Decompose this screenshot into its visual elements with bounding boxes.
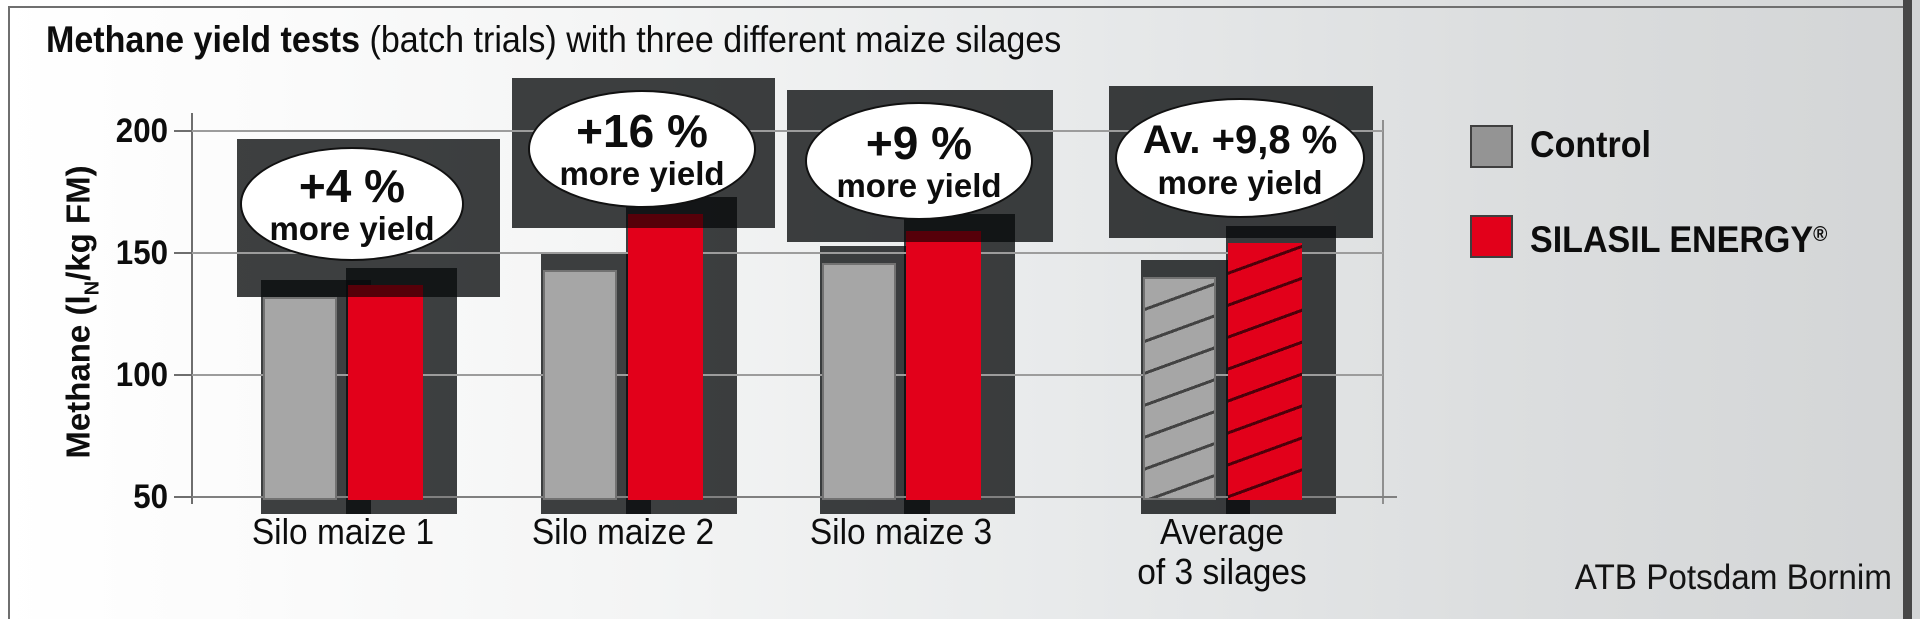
bar-silasil-silo2-shade xyxy=(628,214,703,228)
legend-label-silasil-text: SILASIL ENERGY xyxy=(1530,219,1814,260)
bar-silasil-silo3 xyxy=(906,231,981,500)
tick-200 xyxy=(174,130,192,132)
tick-150 xyxy=(174,252,192,254)
bar-silasil-silo1 xyxy=(348,285,423,500)
gridline-100 xyxy=(192,374,1383,376)
callout-text-silo1: more yield xyxy=(269,210,435,247)
chart-title: Methane yield tests (batch trials) with … xyxy=(46,18,1061,62)
callout-text-silo3: more yield xyxy=(836,167,1002,204)
legend-label-control: Control xyxy=(1530,124,1652,165)
category-label-average-line2: of 3 silages xyxy=(1137,551,1307,592)
legend-swatch-silasil xyxy=(1470,215,1513,258)
bar-silasil-average xyxy=(1228,243,1302,500)
tick-50 xyxy=(174,496,192,498)
credit-text: ATB Potsdam Bornim xyxy=(1574,558,1892,597)
chart-title-rest: (batch trials) with three different maiz… xyxy=(360,19,1062,60)
callout-text-average: more yield xyxy=(1157,164,1323,201)
tick-label-200: 200 xyxy=(115,112,168,150)
plot-right-border xyxy=(1382,120,1384,504)
tick-100 xyxy=(174,374,192,376)
frame-left-border xyxy=(8,6,10,619)
callout-percent-silo1: +4 % xyxy=(298,160,406,212)
bar-silasil-silo3-shade xyxy=(906,231,981,242)
bar-control-silo3 xyxy=(822,263,896,500)
y-axis-label-pre: Methane (l xyxy=(59,295,97,459)
registered-trademark-icon: ® xyxy=(1813,223,1828,246)
callout-percent-silo2: +16 % xyxy=(576,105,708,157)
callout-percent-silo3: +9 % xyxy=(865,117,973,169)
bar-control-average xyxy=(1143,277,1216,500)
frame-top-border xyxy=(8,6,1905,8)
gridline-200 xyxy=(192,130,1383,132)
category-label-average: Average of 3 silages xyxy=(1110,512,1333,592)
bar-control-silo1 xyxy=(263,297,337,500)
y-axis-label-post: /kg FM) xyxy=(59,165,97,281)
y-axis-label-sub: N xyxy=(81,280,104,296)
category-label-silo1: Silo maize 1 xyxy=(251,511,435,552)
callout-ellipse-average: Av. +9,8 % more yield xyxy=(1115,98,1365,218)
bar-silasil-silo1-shade xyxy=(348,285,423,297)
callout-ellipse-silo1: +4 % more yield xyxy=(240,147,464,261)
chart-title-bold: Methane yield tests xyxy=(46,19,361,60)
frame-right-border xyxy=(1903,0,1912,619)
callout-ellipse-silo3: +9 % more yield xyxy=(805,102,1033,220)
callout-text-silo2: more yield xyxy=(559,155,725,192)
tick-label-150: 150 xyxy=(115,234,168,272)
y-axis-label: Methane (lN/kg FM) xyxy=(60,165,105,458)
callout-percent-average: Av. +9,8 % xyxy=(1142,118,1338,162)
bar-control-silo2 xyxy=(543,270,617,500)
category-label-average-line1: Average xyxy=(1159,511,1285,552)
callout-ellipse-silo2: +16 % more yield xyxy=(528,90,756,208)
baseline-50 xyxy=(192,496,1397,498)
category-label-silo2: Silo maize 2 xyxy=(531,511,715,552)
tick-label-100: 100 xyxy=(115,356,168,394)
bar-silasil-silo2 xyxy=(628,214,703,500)
legend-label-silasil: SILASIL ENERGY® xyxy=(1530,211,1827,264)
legend-swatch-control xyxy=(1470,125,1513,168)
tick-label-50: 50 xyxy=(133,478,168,516)
category-label-silo3: Silo maize 3 xyxy=(809,511,993,552)
y-axis-line xyxy=(191,113,193,504)
gridline-150 xyxy=(192,252,1383,254)
